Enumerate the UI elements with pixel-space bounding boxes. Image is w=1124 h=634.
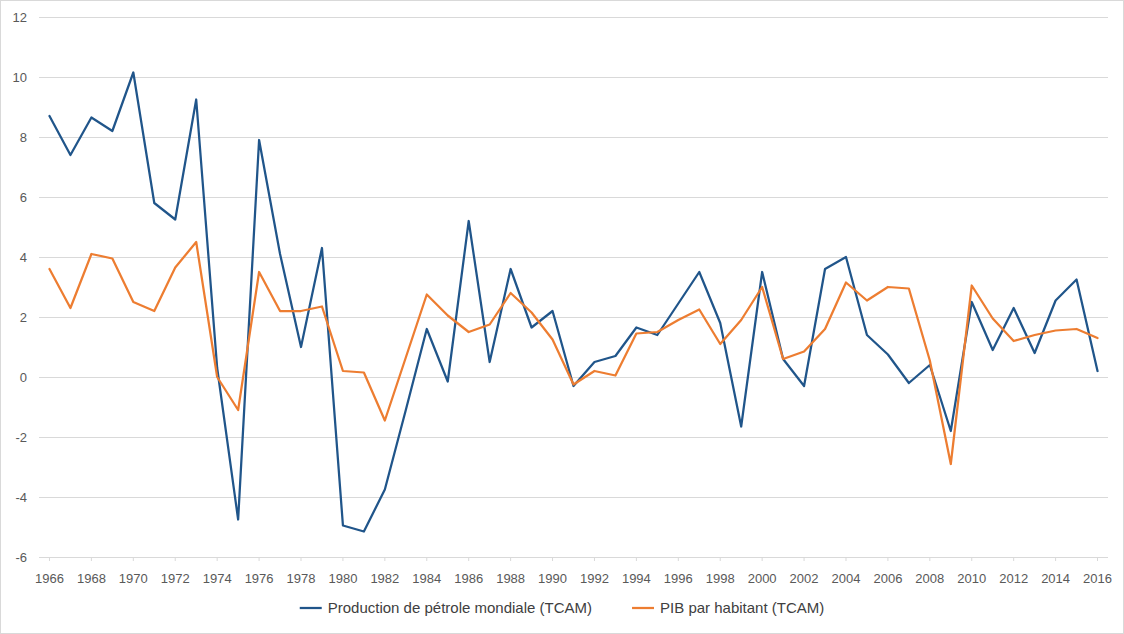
y-tick-label: 10 [13,70,27,85]
x-tick [468,557,469,561]
x-tick-label: 1990 [538,571,567,586]
x-tick [49,557,50,561]
grid-line [39,77,1108,78]
x-tick [762,557,763,561]
x-tick-label: 1998 [706,571,735,586]
x-tick [510,557,511,561]
chart-border [1,1,1124,634]
x-tick-label: 1970 [119,571,148,586]
x-tick [845,557,846,561]
x-tick-label: 2000 [748,571,777,586]
x-tick [887,557,888,561]
series-lines [49,73,1097,532]
series-line [49,242,1097,464]
grid-line [39,437,1108,438]
x-tick-label: 1976 [245,571,274,586]
x-tick-label: 2008 [915,571,944,586]
x-axis [39,557,1108,558]
grid-line [39,317,1108,318]
x-tick [552,557,553,561]
grid-line [39,497,1108,498]
legend-swatch [300,607,322,609]
y-tick-label: 2 [20,310,27,325]
x-tick [1013,557,1014,561]
x-tick [384,557,385,561]
x-tick-label: 1994 [622,571,651,586]
x-tick-label: 1988 [496,571,525,586]
y-tick-label: 6 [20,190,27,205]
x-tick [636,557,637,561]
x-tick-label: 2006 [873,571,902,586]
series-line [49,73,1097,532]
x-tick [1055,557,1056,561]
legend-swatch [632,607,654,609]
grid-line [39,197,1108,198]
x-tick-label: 1980 [328,571,357,586]
y-tick-label: 4 [20,250,27,265]
x-tick-label: 1978 [287,571,316,586]
legend-label: PIB par habitant (TCAM) [660,599,824,616]
x-tick-label: 2014 [1041,571,1070,586]
x-tick [929,557,930,561]
x-tick [678,557,679,561]
x-tick-label: 1982 [370,571,399,586]
y-tick-label: 8 [20,130,27,145]
y-tick-label: -4 [15,490,27,505]
y-tick-label: -6 [15,550,27,565]
x-tick-label: 2004 [832,571,861,586]
grid-line [39,377,1108,378]
x-tick [720,557,721,561]
x-tick-label: 2002 [790,571,819,586]
grid-line [39,17,1108,18]
legend-label: Production de pétrole mondiale (TCAM) [328,599,592,616]
x-tick [594,557,595,561]
x-tick-label: 1984 [412,571,441,586]
x-tick-label: 1992 [580,571,609,586]
y-tick-label: 12 [13,10,27,25]
x-tick-label: 2012 [999,571,1028,586]
x-tick-label: 1986 [454,571,483,586]
x-tick [217,557,218,561]
x-tick [971,557,972,561]
x-tick-label: 1968 [77,571,106,586]
chart: -6 -4 -2 0 2 4 6 8 10 12 1966 1968 1970 1972 1974 1976 1… [0,0,1124,634]
x-tick [342,557,343,561]
grid [39,18,1108,558]
x-tick-label: 1974 [203,571,232,586]
legend: Production de pétrole mondiale (TCAM) PIB… [300,599,825,616]
x-tick [175,557,176,561]
x-tick [133,557,134,561]
y-tick-label: -2 [15,430,27,445]
x-tick [1097,557,1098,561]
x-tick [301,557,302,561]
grid-line [39,557,1108,558]
x-tick [259,557,260,561]
x-tick [91,557,92,561]
x-tick [426,557,427,561]
x-tick [804,557,805,561]
x-tick-label: 2016 [1083,571,1112,586]
x-tick-label: 2010 [957,571,986,586]
y-tick-label: 0 [20,370,27,385]
x-tick-label: 1996 [664,571,693,586]
x-tick-label: 1972 [161,571,190,586]
x-tick-label: 1966 [35,571,64,586]
